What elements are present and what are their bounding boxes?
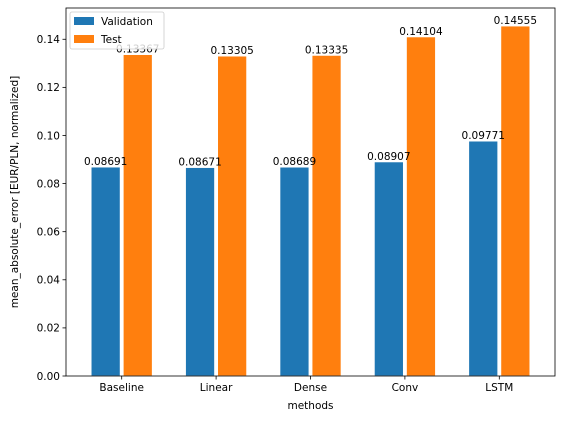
- bar-test-conv: [405, 36, 437, 377]
- value-label-validation-conv: 0.08907: [367, 151, 410, 163]
- bar-validation-baseline: [90, 166, 121, 377]
- y-tick-label: 0.12: [37, 82, 60, 94]
- y-tick-label: 0.10: [37, 130, 60, 142]
- value-label-test-lstm: 0.14555: [494, 15, 537, 27]
- bar-test-lstm: [500, 25, 531, 377]
- y-tick-label: 0.08: [37, 178, 60, 190]
- bar-test-dense: [311, 54, 342, 377]
- x-tick-label: Linear: [200, 382, 233, 394]
- bar-test-linear: [217, 55, 248, 377]
- legend: Validation Test: [69, 11, 165, 50]
- value-label-validation-lstm: 0.09771: [462, 130, 505, 142]
- x-axis-label: methods: [287, 400, 333, 412]
- bar-test-baseline: [122, 53, 153, 377]
- y-tick-label: 0.04: [37, 275, 61, 287]
- value-label-test-linear: 0.13305: [210, 45, 253, 57]
- y-axis-label: mean_absolute_error [EUR/PLN, normalized…: [9, 76, 21, 309]
- bar-validation-conv: [373, 161, 404, 377]
- value-label-validation-linear: 0.08671: [178, 156, 221, 168]
- x-tick-label: Conv: [392, 382, 419, 394]
- y-tick-label: 0.02: [37, 323, 60, 335]
- bars-layer: [90, 25, 531, 377]
- legend-label-test: Test: [100, 34, 122, 46]
- bar-validation-dense: [279, 166, 310, 377]
- x-tick-label: Baseline: [99, 382, 144, 394]
- legend-label-validation: Validation: [101, 16, 153, 28]
- y-tick-label: 0.14: [37, 34, 61, 46]
- bar-validation-lstm: [468, 140, 499, 377]
- value-label-validation-baseline: 0.08691: [84, 156, 127, 168]
- x-tick-label: LSTM: [485, 382, 513, 394]
- bar-validation-linear: [184, 166, 216, 377]
- x-tick-label: Dense: [294, 382, 327, 394]
- y-tick-label: 0.06: [37, 226, 61, 238]
- value-label-validation-dense: 0.08689: [273, 156, 316, 168]
- x-axis: Baseline Linear Dense Conv LSTM: [99, 376, 513, 394]
- value-label-test-dense: 0.13335: [305, 44, 348, 56]
- y-axis: 0.00 0.02 0.04 0.06 0.08 0.10 0.12 0.14: [37, 34, 66, 383]
- legend-swatch-test: [74, 35, 94, 43]
- value-label-test-conv: 0.14104: [399, 26, 443, 38]
- legend-swatch-validation: [74, 17, 94, 25]
- y-tick-label: 0.00: [37, 371, 60, 383]
- value-labels-layer: 0.08691 0.08671 0.08689 0.08907 0.09771 0.133…: [84, 15, 537, 169]
